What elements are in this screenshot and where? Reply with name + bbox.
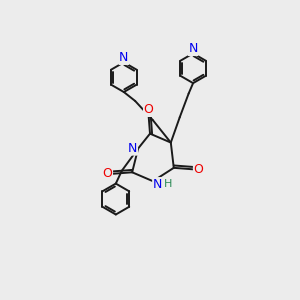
Text: H: H	[164, 179, 172, 189]
Text: O: O	[144, 103, 154, 116]
Text: N: N	[153, 178, 162, 191]
Text: O: O	[194, 163, 203, 176]
Text: N: N	[119, 51, 128, 64]
Text: O: O	[103, 167, 112, 180]
Text: N: N	[128, 142, 137, 155]
Text: N: N	[188, 42, 198, 56]
